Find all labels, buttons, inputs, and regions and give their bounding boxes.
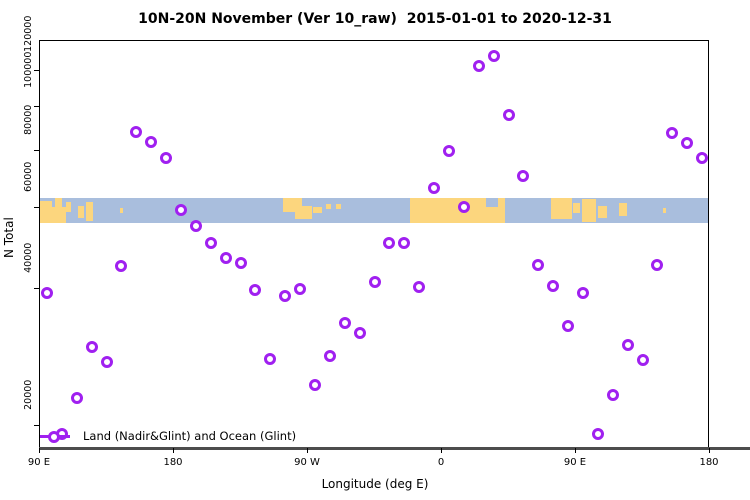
land-segment	[581, 199, 596, 222]
x-axis-tick-label: 180	[699, 457, 719, 468]
data-point	[368, 275, 381, 288]
y-axis-tick	[34, 150, 39, 152]
data-point	[308, 379, 321, 392]
land-segment	[78, 205, 84, 218]
legend-marker-icon	[47, 430, 60, 443]
x-axis-tick-label: 90 E	[27, 457, 51, 468]
land-segment	[336, 204, 342, 210]
x-axis-tick-label: 0	[437, 457, 445, 468]
y-axis-tick	[34, 287, 39, 289]
data-point	[234, 256, 247, 269]
y-axis-label: N Total	[2, 217, 16, 258]
land-segment	[618, 203, 627, 216]
y-axis-tick	[34, 424, 39, 426]
y-axis-tick-label: 100000	[23, 51, 34, 88]
x-axis-tick	[441, 448, 442, 453]
data-point	[442, 144, 455, 157]
data-point	[279, 289, 292, 302]
data-point	[681, 137, 694, 150]
x-axis-tick	[39, 448, 40, 453]
y-axis-tick	[34, 207, 39, 209]
data-point	[517, 169, 530, 182]
y-axis-tick-label: 20000	[23, 379, 34, 410]
land-segment	[597, 205, 607, 218]
data-point	[189, 220, 202, 233]
land-segment	[119, 208, 123, 213]
y-axis-tick-label: 80000	[23, 104, 34, 136]
data-point	[576, 286, 589, 299]
data-point	[487, 50, 500, 63]
data-point	[562, 319, 575, 332]
x-axis-tick-label: 90 W	[294, 457, 320, 468]
data-point	[696, 152, 709, 165]
x-axis-tick-label: 180	[163, 457, 183, 468]
y-axis-tick-label: 40000	[23, 242, 34, 273]
x-axis-label: Longitude (deg E)	[321, 477, 429, 491]
y-axis-tick-label: 120000	[23, 15, 34, 52]
data-point	[353, 326, 366, 339]
x-axis-tick	[307, 448, 308, 453]
data-point	[472, 59, 485, 72]
data-point	[160, 152, 173, 165]
y-axis-tick	[34, 70, 39, 71]
x-axis-tick-label: 90 E	[563, 457, 587, 468]
data-point	[606, 389, 619, 402]
data-point	[130, 126, 143, 139]
data-point	[70, 391, 83, 404]
data-point	[174, 204, 187, 217]
data-point	[249, 283, 262, 296]
x-axis-tick	[173, 448, 174, 453]
data-point	[666, 126, 679, 139]
land-segment	[50, 206, 66, 223]
land-segment	[326, 204, 331, 210]
data-point	[651, 258, 664, 271]
data-point	[636, 353, 649, 366]
data-point	[219, 251, 232, 264]
data-point	[264, 352, 277, 365]
data-point	[621, 339, 634, 352]
land-segment	[312, 206, 323, 213]
ocean-notch	[485, 198, 498, 207]
x-axis-baseline	[39, 447, 750, 450]
x-axis-tick	[709, 448, 710, 453]
data-point	[383, 236, 396, 249]
data-point	[413, 280, 426, 293]
x-axis-tick	[575, 448, 576, 453]
land-segment	[65, 201, 71, 212]
data-point	[398, 236, 411, 249]
data-point	[85, 341, 98, 354]
y-axis-tick-label: 60000	[23, 161, 34, 193]
data-point	[338, 316, 351, 329]
data-point	[145, 136, 158, 149]
data-point	[547, 279, 560, 292]
land-segment	[573, 203, 581, 213]
land-segment	[294, 205, 313, 220]
land-segment	[551, 198, 572, 220]
y-axis-tick	[34, 106, 39, 108]
data-point	[40, 287, 53, 300]
data-point	[100, 355, 113, 368]
data-point	[115, 259, 128, 272]
data-point	[502, 108, 515, 121]
data-point	[204, 236, 217, 249]
chart-title: 10N-20N November (Ver 10_raw) 2015-01-01…	[138, 11, 612, 27]
plot-area-border	[39, 40, 709, 448]
data-point	[428, 182, 441, 195]
data-point	[591, 427, 604, 440]
land-segment	[662, 208, 666, 213]
data-point	[532, 258, 545, 271]
world-map-strip	[39, 198, 709, 223]
land-segment	[54, 198, 62, 208]
data-point	[294, 283, 307, 296]
data-point	[323, 350, 336, 363]
data-point	[457, 200, 470, 213]
land-segment	[86, 201, 94, 221]
land-segment	[40, 200, 52, 223]
legend-label: Land (Nadir&Glint) and Ocean (Glint)	[83, 429, 297, 443]
